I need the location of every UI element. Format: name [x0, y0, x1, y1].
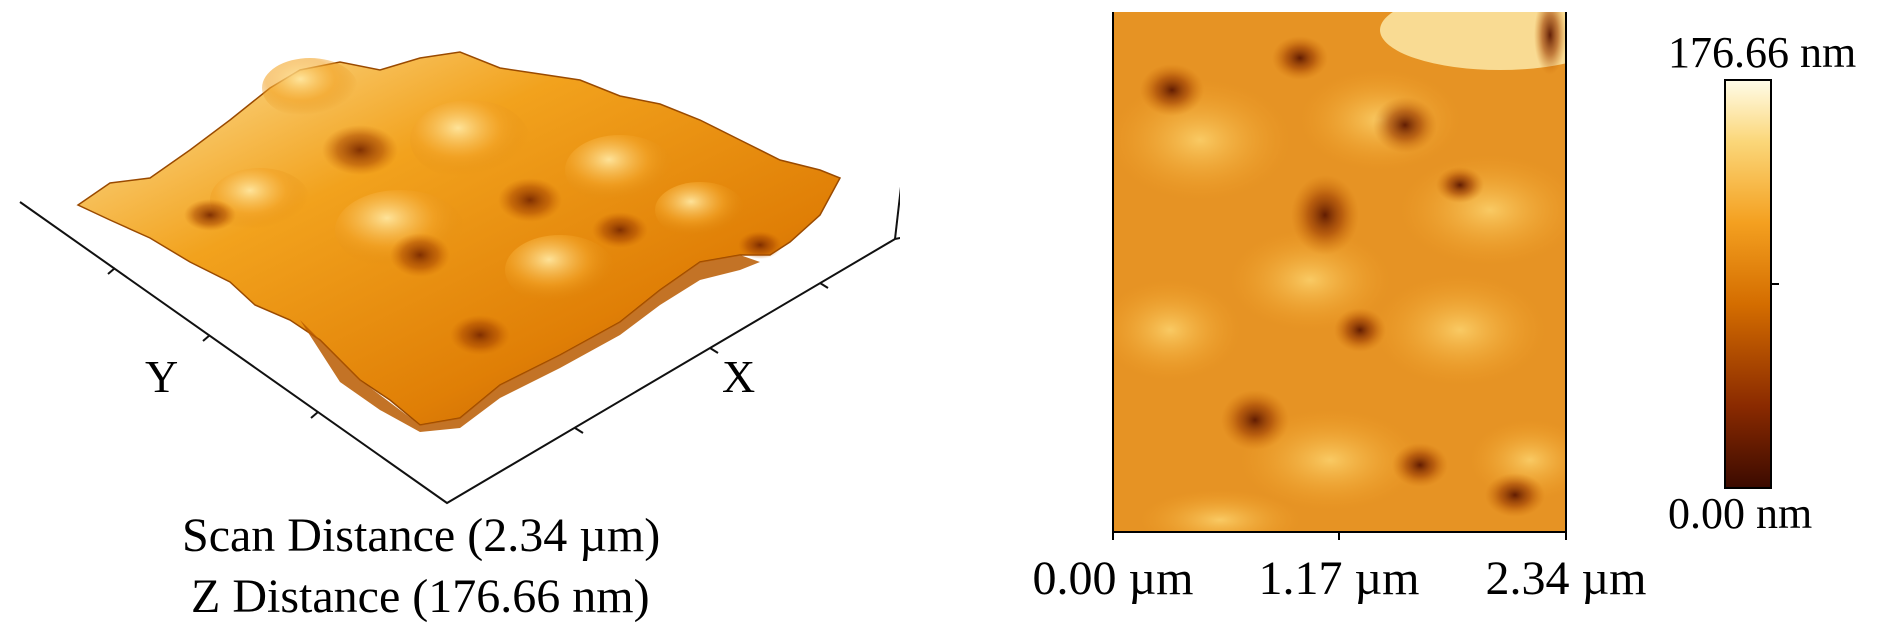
height-map-axes — [1112, 12, 1567, 540]
colorbar-max-label: 176.66 nm — [1668, 28, 1856, 77]
x-tick-start: 0.00 µm — [1033, 552, 1194, 605]
height-map-image — [1113, 12, 1566, 532]
afm-3d-surface-panel: Y X Scan Distance (2.34 µm) Z Distance (… — [0, 0, 916, 636]
x-tick-end: 2.34 µm — [1486, 552, 1647, 605]
afm-3d-surface-plot: Y X — [19, 51, 916, 505]
colorbar — [1724, 79, 1772, 489]
z-distance-caption: Z Distance (176.66 nm) — [191, 570, 650, 623]
x-tick-mid: 1.17 µm — [1259, 552, 1420, 605]
y-axis-label: Y — [145, 351, 178, 402]
x-axis-label: X — [722, 351, 755, 402]
afm-height-map: 176.66 nm 0.00 nm 0.00 µm 1.17 µm 2.34 µ… — [1033, 12, 1856, 605]
colorbar-min-label: 0.00 nm — [1668, 489, 1812, 538]
scan-distance-caption: Scan Distance (2.34 µm) — [182, 509, 661, 562]
afm-surface — [76, 51, 842, 432]
afm-height-map-panel: 176.66 nm 0.00 nm 0.00 µm 1.17 µm 2.34 µ… — [900, 0, 1889, 636]
